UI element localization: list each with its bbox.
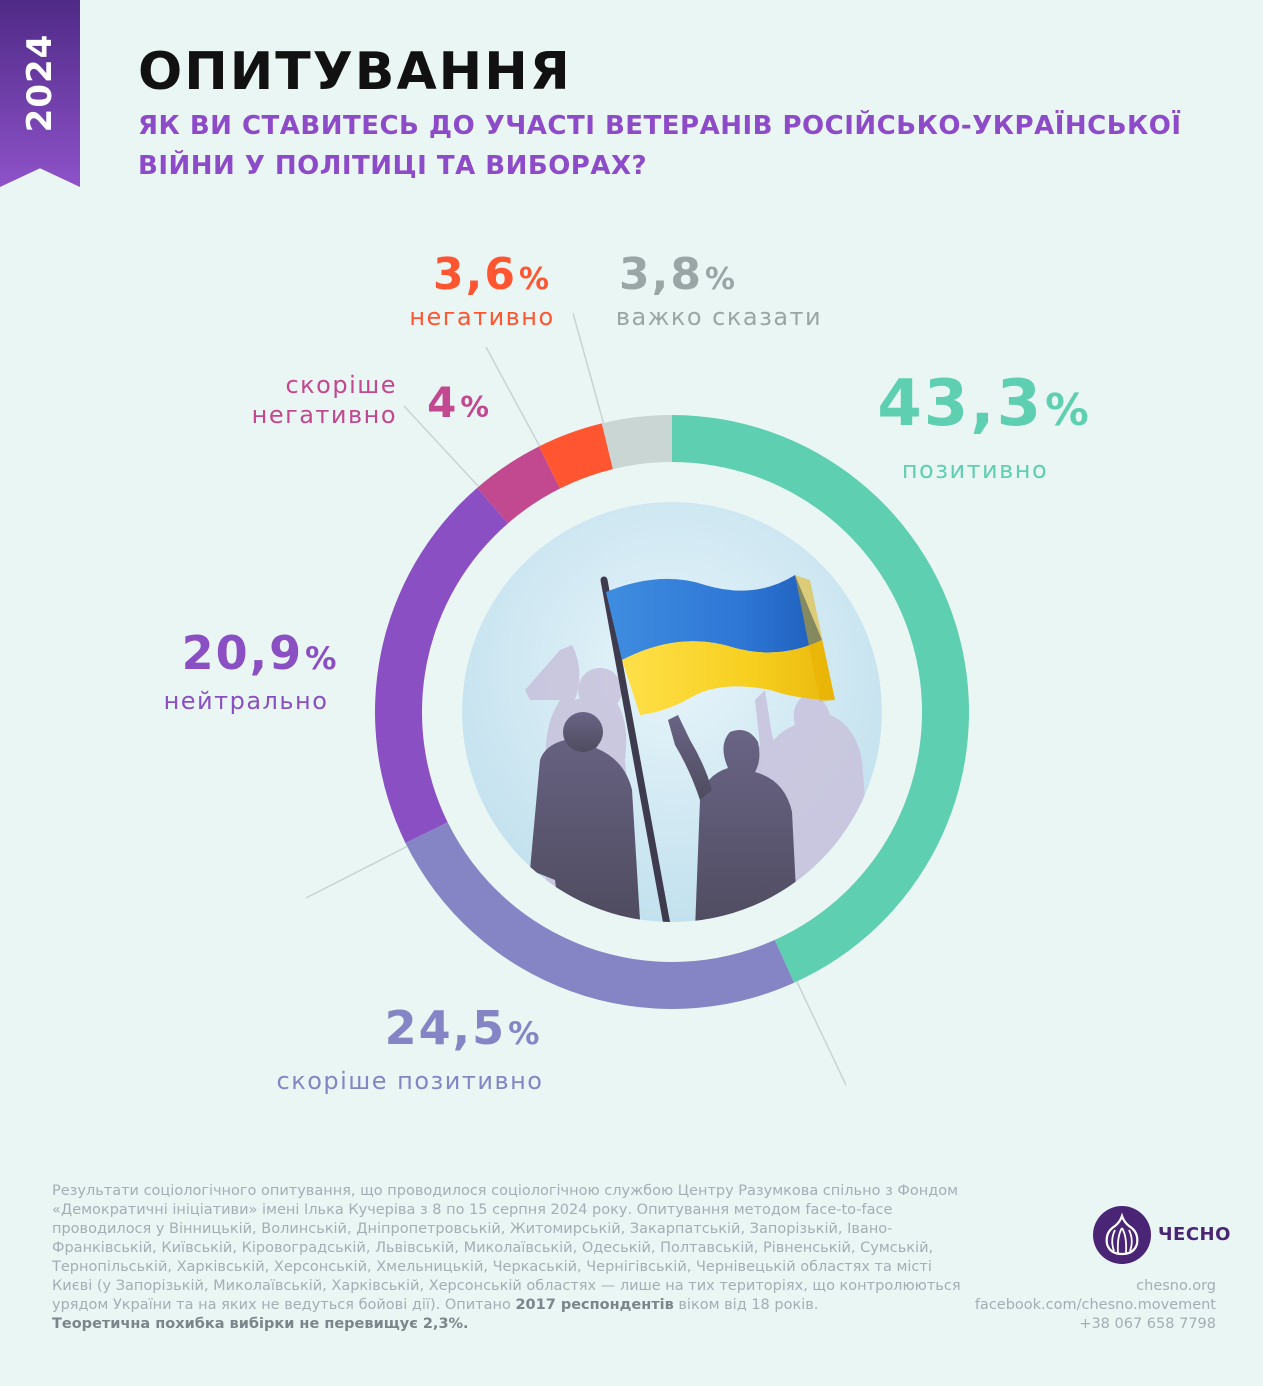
category-label-5: важко сказати [615,303,823,331]
slice-1 [405,822,795,1009]
value-number-5: 3,8 [619,249,703,300]
value-number-1: 24,5 [384,1001,507,1055]
leader-line-4 [485,346,541,448]
value-number-4: 3,6 [433,249,517,300]
category-label-2: нейтрально [163,687,329,715]
leader-line-1 [305,844,411,899]
value-label-5: 3,8% [619,253,735,297]
methodology-text: Результати соціологічного опитування, що… [52,1183,961,1313]
value-unit-3: % [460,390,489,424]
leader-line-3 [403,405,479,487]
year-ribbon: 2024 [0,0,80,187]
value-number-0: 43,3 [877,367,1044,441]
brand-name: ЧЕСНО [1158,1224,1231,1245]
value-unit-1: % [508,1016,540,1052]
donut-ring [375,415,969,1009]
contacts: chesno.org facebook.com/chesno.movement … [975,1277,1216,1334]
respondents-count: 2017 респондентів [515,1297,674,1313]
value-label-0: 43,3% [877,372,1089,436]
value-unit-2: % [305,641,337,677]
value-label-3: 4% [427,382,489,424]
respondents-age: віком від 18 років. [678,1297,819,1313]
value-unit-5: % [704,262,735,297]
category-label-4: негативно [409,303,555,331]
value-label-4: 3,6% [433,253,549,297]
facebook-link[interactable]: facebook.com/chesno.movement [974,1297,1216,1313]
value-unit-4: % [518,262,549,297]
garlic-icon[interactable] [1093,1206,1151,1264]
phone-number: +38 067 658 7798 [1079,1316,1216,1332]
slice-5 [601,415,672,470]
page-title: ОПИТУВАННЯ [138,42,572,102]
sampling-error-note: Теоретична похибка вибірки не перевищує … [52,1316,469,1332]
value-unit-0: % [1045,386,1089,436]
center-illustration [462,502,882,922]
methodology-note: Результати соціологічного опитування, що… [52,1182,972,1334]
value-number-2: 20,9 [181,626,304,680]
category-label-3: скоріше негативно [251,371,397,429]
website-link[interactable]: chesno.org [1136,1278,1216,1294]
slice-0 [672,415,969,983]
slice-4 [538,423,613,489]
value-number-3: 4 [427,378,459,427]
leader-line-0 [796,981,847,1086]
leader-line-5 [572,312,605,426]
value-label-1: 24,5% [385,1005,540,1051]
slice-3 [477,446,561,524]
slice-2 [375,487,508,843]
category-label-1: скоріше позитивно [276,1067,544,1095]
page-subtitle: ЯК ВИ СТАВИТЕСЬ ДО УЧАСТІ ВЕТЕРАНІВ РОСІ… [138,111,1182,181]
category-label-0: позитивно [901,456,1049,484]
value-label-2: 20,9% [182,630,337,676]
leader-lines [305,312,847,1086]
